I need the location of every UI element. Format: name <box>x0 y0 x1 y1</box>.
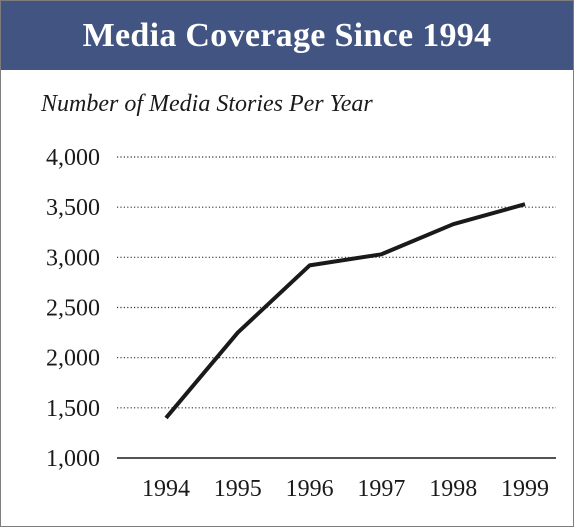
y-tick-label: 2,500 <box>46 296 100 322</box>
x-tick-label: 1999 <box>501 476 549 502</box>
y-tick-label: 1,000 <box>46 446 100 472</box>
y-tick-label: 3,500 <box>46 195 100 221</box>
y-tick-label: 1,500 <box>46 396 100 422</box>
data-line <box>164 202 526 420</box>
series-line <box>164 202 526 420</box>
y-tick-label: 4,000 <box>46 145 100 171</box>
x-tick-label: 1996 <box>286 476 334 502</box>
chart-title: Media Coverage Since 1994 <box>1 1 573 70</box>
gridlines <box>117 156 556 459</box>
y-tick-label: 3,000 <box>46 245 100 271</box>
x-tick-label: 1995 <box>214 476 262 502</box>
x-tick-label: 1998 <box>429 476 477 502</box>
chart-subtitle: Number of Media Stories Per Year <box>41 91 373 117</box>
x-tick-label: 1994 <box>142 476 190 502</box>
x-tick-label: 1997 <box>357 476 405 502</box>
y-tick-label: 2,000 <box>46 346 100 372</box>
y-axis: 1,000 1,500 2,000 2,500 3,000 3,500 4,000 <box>46 145 100 472</box>
x-axis: 1994 1995 1996 1997 1998 1999 <box>142 476 549 502</box>
